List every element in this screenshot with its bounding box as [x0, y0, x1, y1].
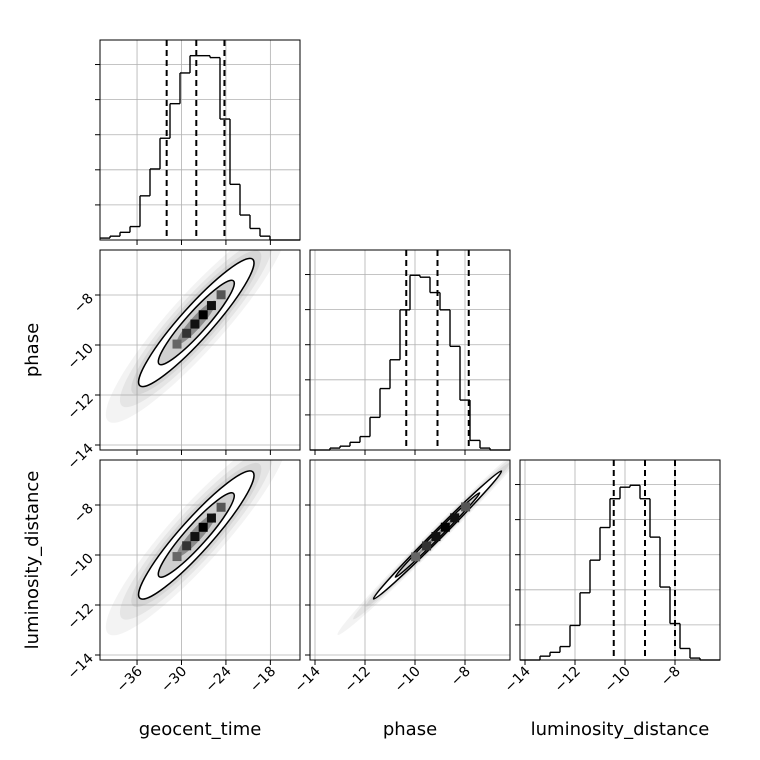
x-tick-label: −14 [292, 663, 324, 695]
x-tick-label: −10 [602, 664, 634, 696]
scatter-panel-geocent-time-vs-phase: −14 −12 −10 −8 [65, 249, 301, 473]
panel-frame [99, 249, 301, 451]
density-block [461, 502, 471, 512]
panel-frame [519, 459, 721, 661]
x-tick-label: −30 [158, 664, 190, 696]
y-tick-label: −10 [65, 551, 97, 583]
density-block [182, 541, 192, 551]
x-tick-label: −14 [502, 663, 534, 695]
density-block [431, 532, 441, 542]
panel-frame [309, 459, 511, 661]
density-block [216, 502, 226, 512]
x-tick-label: −8 [658, 664, 684, 690]
scatter-panel-phase-vs-luminosity-distance: −14 −12 −10 −8 [292, 459, 511, 696]
x-tick-label: −36 [114, 663, 146, 695]
x-axis-label-luminosity-distance: luminosity_distance [531, 719, 710, 740]
density-block [440, 522, 450, 532]
density-block [411, 552, 421, 562]
density-block [198, 522, 208, 532]
panel-frame [99, 459, 301, 661]
density-block [182, 328, 192, 338]
y-tick-label: −8 [71, 291, 97, 317]
density-block [206, 301, 216, 311]
density-block [422, 541, 432, 551]
y-tick-label: −12 [65, 601, 97, 633]
x-axis-label-geocent-time: geocent_time [139, 719, 262, 740]
x-tick-label: −8 [448, 664, 474, 690]
x-tick-label: −12 [342, 664, 374, 696]
density-block [172, 552, 182, 562]
panel-contents [337, 460, 510, 636]
labels-layer: geocent_time phase luminosity_distance p… [22, 323, 709, 740]
density-block [190, 532, 200, 542]
panels-layer: −14 −12 −10 −8 −14 −12 −10 −8 −36 −30 −24 −18 −14 −12… [65, 39, 721, 696]
x-tick-label: −24 [203, 663, 235, 695]
histogram-panel-phase [305, 249, 511, 455]
density-block [216, 290, 226, 300]
density-block [450, 513, 460, 523]
panel-contents [105, 250, 287, 423]
y-axis-label-luminosity-distance: luminosity_distance [22, 471, 43, 650]
y-tick-label: −14 [65, 440, 97, 472]
x-tick-label: −12 [552, 664, 584, 696]
x-tick-label: −10 [392, 664, 424, 696]
scatter-panel-geocent-time-vs-luminosity-distance: −36 −30 −24 −18 −14 −12 −10 −8 [65, 459, 301, 696]
histogram-panel-geocent-time [95, 39, 301, 245]
panel-frame [309, 249, 511, 451]
y-tick-label: −14 [65, 650, 97, 682]
y-tick-label: −8 [71, 501, 97, 527]
density-block [198, 310, 208, 320]
x-tick-label: −18 [247, 664, 279, 696]
x-axis-label-phase: phase [383, 719, 437, 740]
histogram-panel-luminosity-distance: −14 −12 −10 −8 [502, 459, 721, 696]
panel-frame [99, 39, 301, 241]
density-block [172, 339, 182, 349]
y-tick-label: −12 [65, 391, 97, 423]
density-block [206, 513, 216, 523]
panel-contents [105, 460, 287, 636]
y-axis-label-phase: phase [22, 323, 43, 377]
y-tick-label: −10 [65, 341, 97, 373]
density-block [190, 319, 200, 329]
